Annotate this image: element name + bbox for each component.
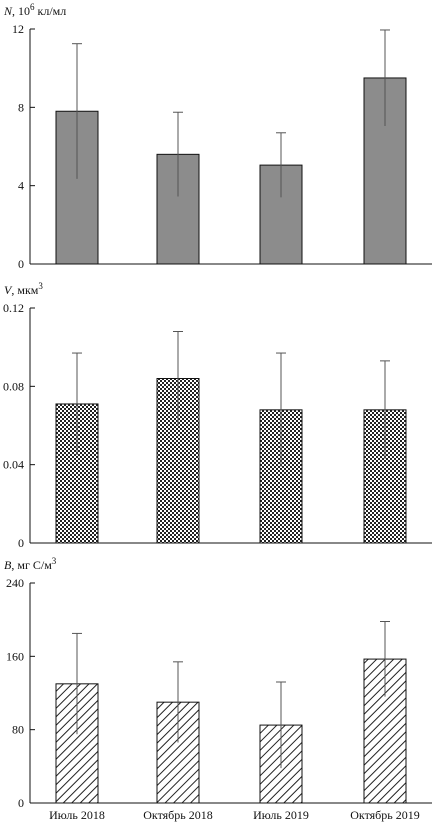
- y-tick-label: 4: [18, 179, 24, 193]
- y-tick-label: 80: [12, 723, 24, 737]
- y-tick-label: 0: [18, 796, 24, 810]
- category-label: Октябрь 2018: [143, 808, 213, 822]
- y-tick-label: 0.12: [3, 301, 24, 315]
- y-axis-label: N, 106 кл/мл: [3, 2, 66, 18]
- panel-2: V, мкм3 0 0.04 0.08 0.12: [3, 281, 432, 550]
- panel-1: N, 106 кл/мл 0 4 8 12: [3, 2, 432, 271]
- y-tick-label: 160: [6, 649, 24, 663]
- y-axis-unit-exponent: 6: [30, 2, 35, 12]
- y-axis-unit-suffix: кл/мл: [35, 4, 67, 18]
- y-tick-label: 12: [12, 22, 24, 36]
- y-axis-unit: , мкм: [11, 283, 38, 297]
- y-axis-symbol: V: [4, 283, 13, 297]
- y-tick-label: 0.08: [3, 379, 24, 393]
- y-axis-symbol: N: [3, 4, 13, 18]
- y-tick-label: 0.04: [3, 458, 24, 472]
- y-tick-label: 0: [18, 257, 24, 271]
- panel-3: B, мг С/м3 0 80 160 240 Июль 2018 Октябрь 2018…: [4, 556, 432, 822]
- y-tick-label: 8: [18, 100, 24, 114]
- category-label: Октябрь 2019: [350, 808, 420, 822]
- y-axis-label: V, мкм3: [4, 281, 43, 297]
- category-label: Июль 2018: [49, 808, 105, 822]
- category-label: Июль 2019: [253, 808, 309, 822]
- y-tick-label: 0: [18, 536, 24, 550]
- y-axis-unit-exponent: 3: [38, 281, 43, 291]
- y-axis-unit: , 10: [12, 4, 30, 18]
- y-axis-unit: , мг С/м: [11, 558, 52, 572]
- y-axis-symbol: B: [4, 558, 12, 572]
- y-axis-unit-exponent: 3: [52, 556, 57, 566]
- y-tick-label: 240: [6, 576, 24, 590]
- bar-1-2: [156, 153, 200, 265]
- y-axis-label: B, мг С/м3: [4, 556, 57, 572]
